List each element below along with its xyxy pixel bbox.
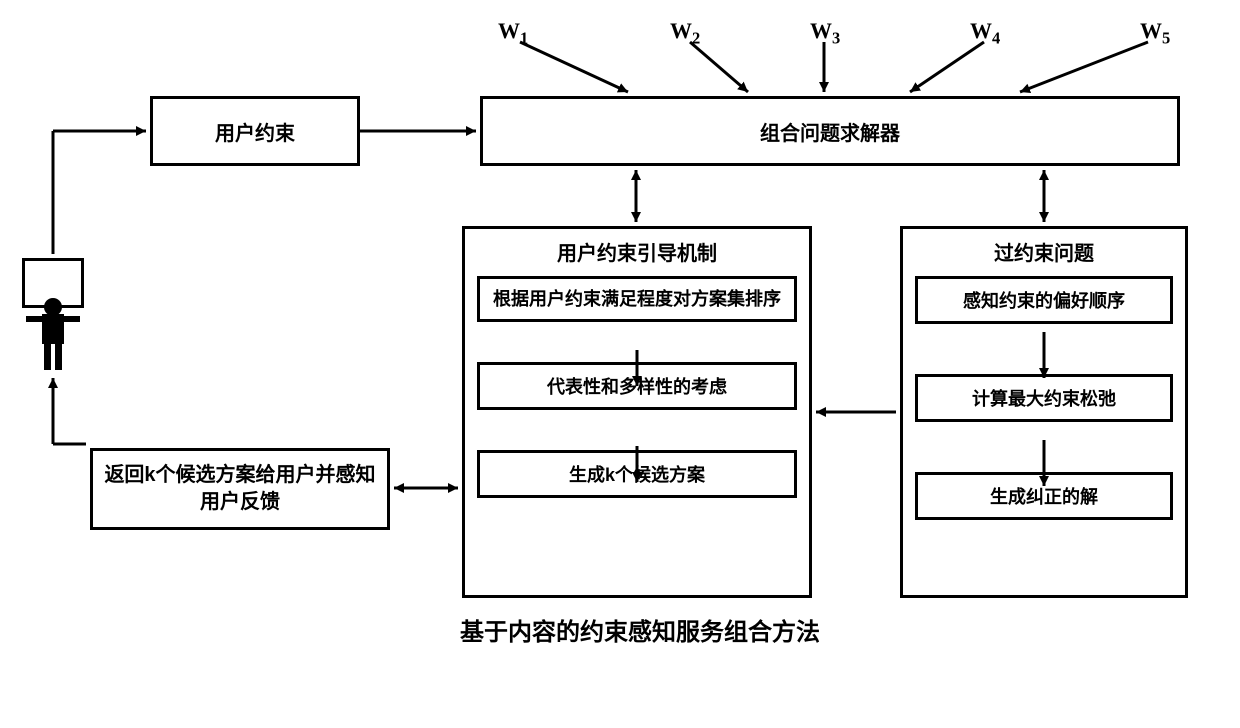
weight-w4: W4 bbox=[970, 18, 1000, 48]
user-constraint-label: 用户约束 bbox=[215, 117, 295, 146]
feedback-label: 返回k个候选方案给用户并感知用户反馈 bbox=[103, 462, 377, 516]
overconstraint-step2: 计算最大约束松弛 bbox=[915, 374, 1173, 422]
weight-w2: W2 bbox=[670, 18, 700, 48]
overconstraint-step3: 生成纠正的解 bbox=[915, 472, 1173, 520]
overconstraint-panel: 过约束问题 感知约束的偏好顺序 计算最大约束松弛 生成纠正的解 bbox=[900, 226, 1188, 598]
guidance-step1: 根据用户约束满足程度对方案集排序 bbox=[477, 276, 797, 322]
solver-node: 组合问题求解器 bbox=[480, 96, 1180, 166]
solver-label: 组合问题求解器 bbox=[760, 117, 900, 146]
weight-w5: W5 bbox=[1140, 18, 1170, 48]
overconstraint-title: 过约束问题 bbox=[903, 229, 1185, 270]
guidance-step3: 生成k个候选方案 bbox=[477, 450, 797, 498]
diagram-caption: 基于内容的约束感知服务组合方法 bbox=[380, 612, 900, 647]
user-constraint-node: 用户约束 bbox=[150, 96, 360, 166]
weight-w1: W1 bbox=[498, 18, 528, 48]
overconstraint-step1: 感知约束的偏好顺序 bbox=[915, 276, 1173, 324]
guidance-step2: 代表性和多样性的考虑 bbox=[477, 362, 797, 410]
feedback-node: 返回k个候选方案给用户并感知用户反馈 bbox=[90, 448, 390, 530]
weight-w3: W3 bbox=[810, 18, 840, 48]
guidance-panel: 用户约束引导机制 根据用户约束满足程度对方案集排序 代表性和多样性的考虑 生成k… bbox=[462, 226, 812, 598]
guidance-title: 用户约束引导机制 bbox=[465, 229, 809, 270]
user-icon bbox=[22, 258, 84, 372]
